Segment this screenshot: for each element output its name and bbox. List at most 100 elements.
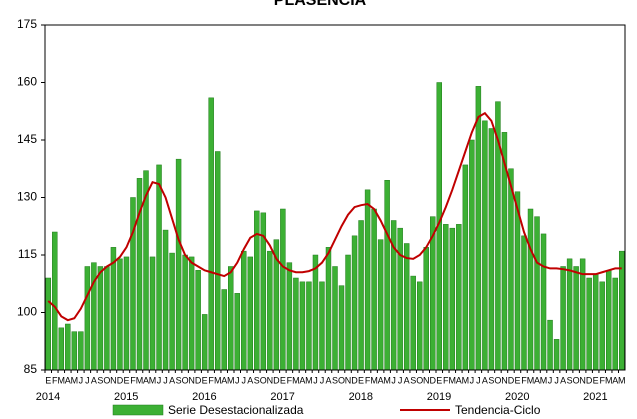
bar bbox=[488, 128, 495, 371]
x-tick-label: F bbox=[287, 375, 293, 385]
bar bbox=[351, 235, 358, 371]
bar bbox=[234, 293, 240, 371]
x-tick-label: O bbox=[103, 375, 110, 385]
bar bbox=[358, 220, 364, 371]
x-tick-label: S bbox=[97, 375, 103, 385]
x-tick-label: A bbox=[325, 375, 331, 385]
bar bbox=[534, 216, 540, 371]
bar bbox=[547, 319, 553, 371]
bar bbox=[612, 277, 618, 371]
year-label: 2015 bbox=[114, 391, 138, 403]
x-tick-label: M bbox=[227, 375, 235, 385]
x-tick-label: M bbox=[449, 375, 457, 385]
bar bbox=[97, 266, 104, 371]
bar bbox=[45, 277, 51, 371]
bar bbox=[169, 252, 175, 371]
bar bbox=[527, 208, 534, 371]
x-tick-label: M bbox=[292, 375, 300, 385]
x-tick-label: O bbox=[338, 375, 345, 385]
y-tick-label: 145 bbox=[17, 132, 37, 146]
x-tick-label: S bbox=[176, 375, 182, 385]
x-tick-label: J bbox=[242, 375, 247, 385]
x-tick-label: D bbox=[195, 375, 202, 385]
y-tick-label: 85 bbox=[24, 362, 38, 376]
y-tick-label: 130 bbox=[17, 190, 37, 204]
legend-label: Tendencia-Ciclo bbox=[455, 403, 541, 417]
x-tick-label: A bbox=[404, 375, 410, 385]
bar bbox=[267, 250, 273, 371]
bar bbox=[182, 254, 188, 371]
x-tick-label: J bbox=[391, 375, 396, 385]
plot-frame bbox=[44, 24, 626, 371]
bar bbox=[586, 277, 592, 371]
x-tick-label: N bbox=[110, 375, 117, 385]
x-tick-label: A bbox=[169, 375, 175, 385]
x-tick-label: E bbox=[202, 375, 208, 385]
x-tick-label: A bbox=[612, 375, 618, 385]
trend-line bbox=[47, 111, 622, 322]
legend-label: Serie Desestacionalizada bbox=[168, 403, 304, 417]
bar bbox=[364, 189, 371, 371]
bar bbox=[104, 266, 110, 371]
chart-title: PLASENCIA bbox=[274, 0, 367, 9]
bar bbox=[345, 254, 351, 371]
bar bbox=[299, 281, 306, 371]
y-tick-label: 160 bbox=[17, 75, 37, 89]
bar bbox=[508, 168, 514, 371]
year-label: 2021 bbox=[583, 391, 607, 403]
x-tick-label: N bbox=[267, 375, 274, 385]
bar bbox=[573, 266, 579, 371]
x-tick-label: O bbox=[494, 375, 501, 385]
x-tick-label: A bbox=[456, 375, 462, 385]
bar bbox=[130, 197, 136, 371]
bar bbox=[312, 254, 319, 371]
bar bbox=[338, 285, 345, 371]
bar bbox=[286, 262, 293, 371]
bar bbox=[221, 289, 227, 371]
x-tick-label: D bbox=[508, 375, 515, 385]
x-tick-label: O bbox=[260, 375, 267, 385]
bar bbox=[579, 258, 586, 371]
x-tick-label: F bbox=[130, 375, 136, 385]
bar bbox=[560, 266, 566, 371]
x-tick-label: F bbox=[599, 375, 605, 385]
bar bbox=[156, 164, 162, 371]
bar bbox=[599, 281, 605, 371]
bar bbox=[201, 314, 208, 371]
x-tick-label: A bbox=[221, 375, 227, 385]
x-tick-label: J bbox=[313, 375, 318, 385]
bar bbox=[293, 277, 299, 371]
x-tick-label: J bbox=[554, 375, 559, 385]
bar bbox=[52, 231, 58, 371]
bar bbox=[208, 97, 214, 371]
bar bbox=[280, 208, 286, 371]
bar bbox=[306, 281, 312, 371]
bar bbox=[553, 339, 560, 371]
x-tick-label: J bbox=[470, 375, 475, 385]
x-tick-label: A bbox=[560, 375, 566, 385]
x-tick-label: J bbox=[235, 375, 240, 385]
x-tick-label: M bbox=[605, 375, 613, 385]
bar bbox=[149, 256, 156, 371]
bar bbox=[195, 270, 201, 371]
x-tick-label: A bbox=[534, 375, 540, 385]
x-tick-label: M bbox=[462, 375, 470, 385]
x-tick-label: F bbox=[521, 375, 527, 385]
x-tick-label: S bbox=[567, 375, 573, 385]
x-tick-label: N bbox=[423, 375, 430, 385]
x-tick-label: E bbox=[358, 375, 364, 385]
x-tick-label: M bbox=[383, 375, 391, 385]
x-tick-label: O bbox=[573, 375, 580, 385]
x-tick-label: J bbox=[476, 375, 481, 385]
bar bbox=[228, 266, 234, 371]
x-tick-label: D bbox=[430, 375, 437, 385]
x-tick-label: S bbox=[254, 375, 260, 385]
x-tick-label: A bbox=[247, 375, 253, 385]
bar bbox=[332, 266, 338, 371]
x-tick-label: E bbox=[593, 375, 599, 385]
y-tick-label: 115 bbox=[18, 247, 37, 261]
year-label: 2014 bbox=[36, 391, 60, 403]
x-tick-label: J bbox=[79, 375, 84, 385]
x-tick-label: M bbox=[136, 375, 144, 385]
bar bbox=[325, 247, 332, 371]
